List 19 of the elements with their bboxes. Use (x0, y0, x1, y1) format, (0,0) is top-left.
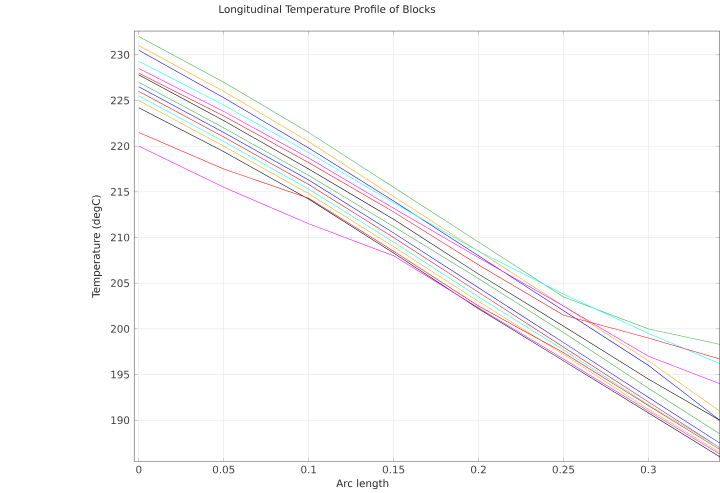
x-tick-label: 0.2 (471, 466, 486, 474)
chart-title: Longitudinal Temperature Profile of Blocks (219, 4, 436, 15)
y-tick-label: 225 (110, 96, 130, 104)
y-tick-label: 215 (110, 188, 130, 196)
y-tick-label: 195 (111, 370, 130, 378)
x-tick-label: 0 (136, 466, 142, 474)
y-axis-title: Temperature (degC) (92, 195, 102, 298)
y-tick-label: 200 (110, 324, 130, 333)
y-tick-label: 220 (110, 142, 130, 150)
y-tick-label: 190 (111, 416, 130, 424)
y-tick-label: 230 (110, 50, 130, 59)
x-axis-title: Arc length (336, 479, 388, 490)
x-tick-label: 0.15 (382, 466, 404, 474)
y-tick-label: 205 (110, 279, 130, 287)
x-tick-label: 0.1 (301, 466, 316, 474)
x-tick-label: 0.05 (212, 466, 234, 474)
y-tick-label: 210 (110, 234, 130, 242)
x-tick-label: 0.25 (552, 466, 574, 474)
x-tick-label: 0.3 (640, 466, 656, 474)
